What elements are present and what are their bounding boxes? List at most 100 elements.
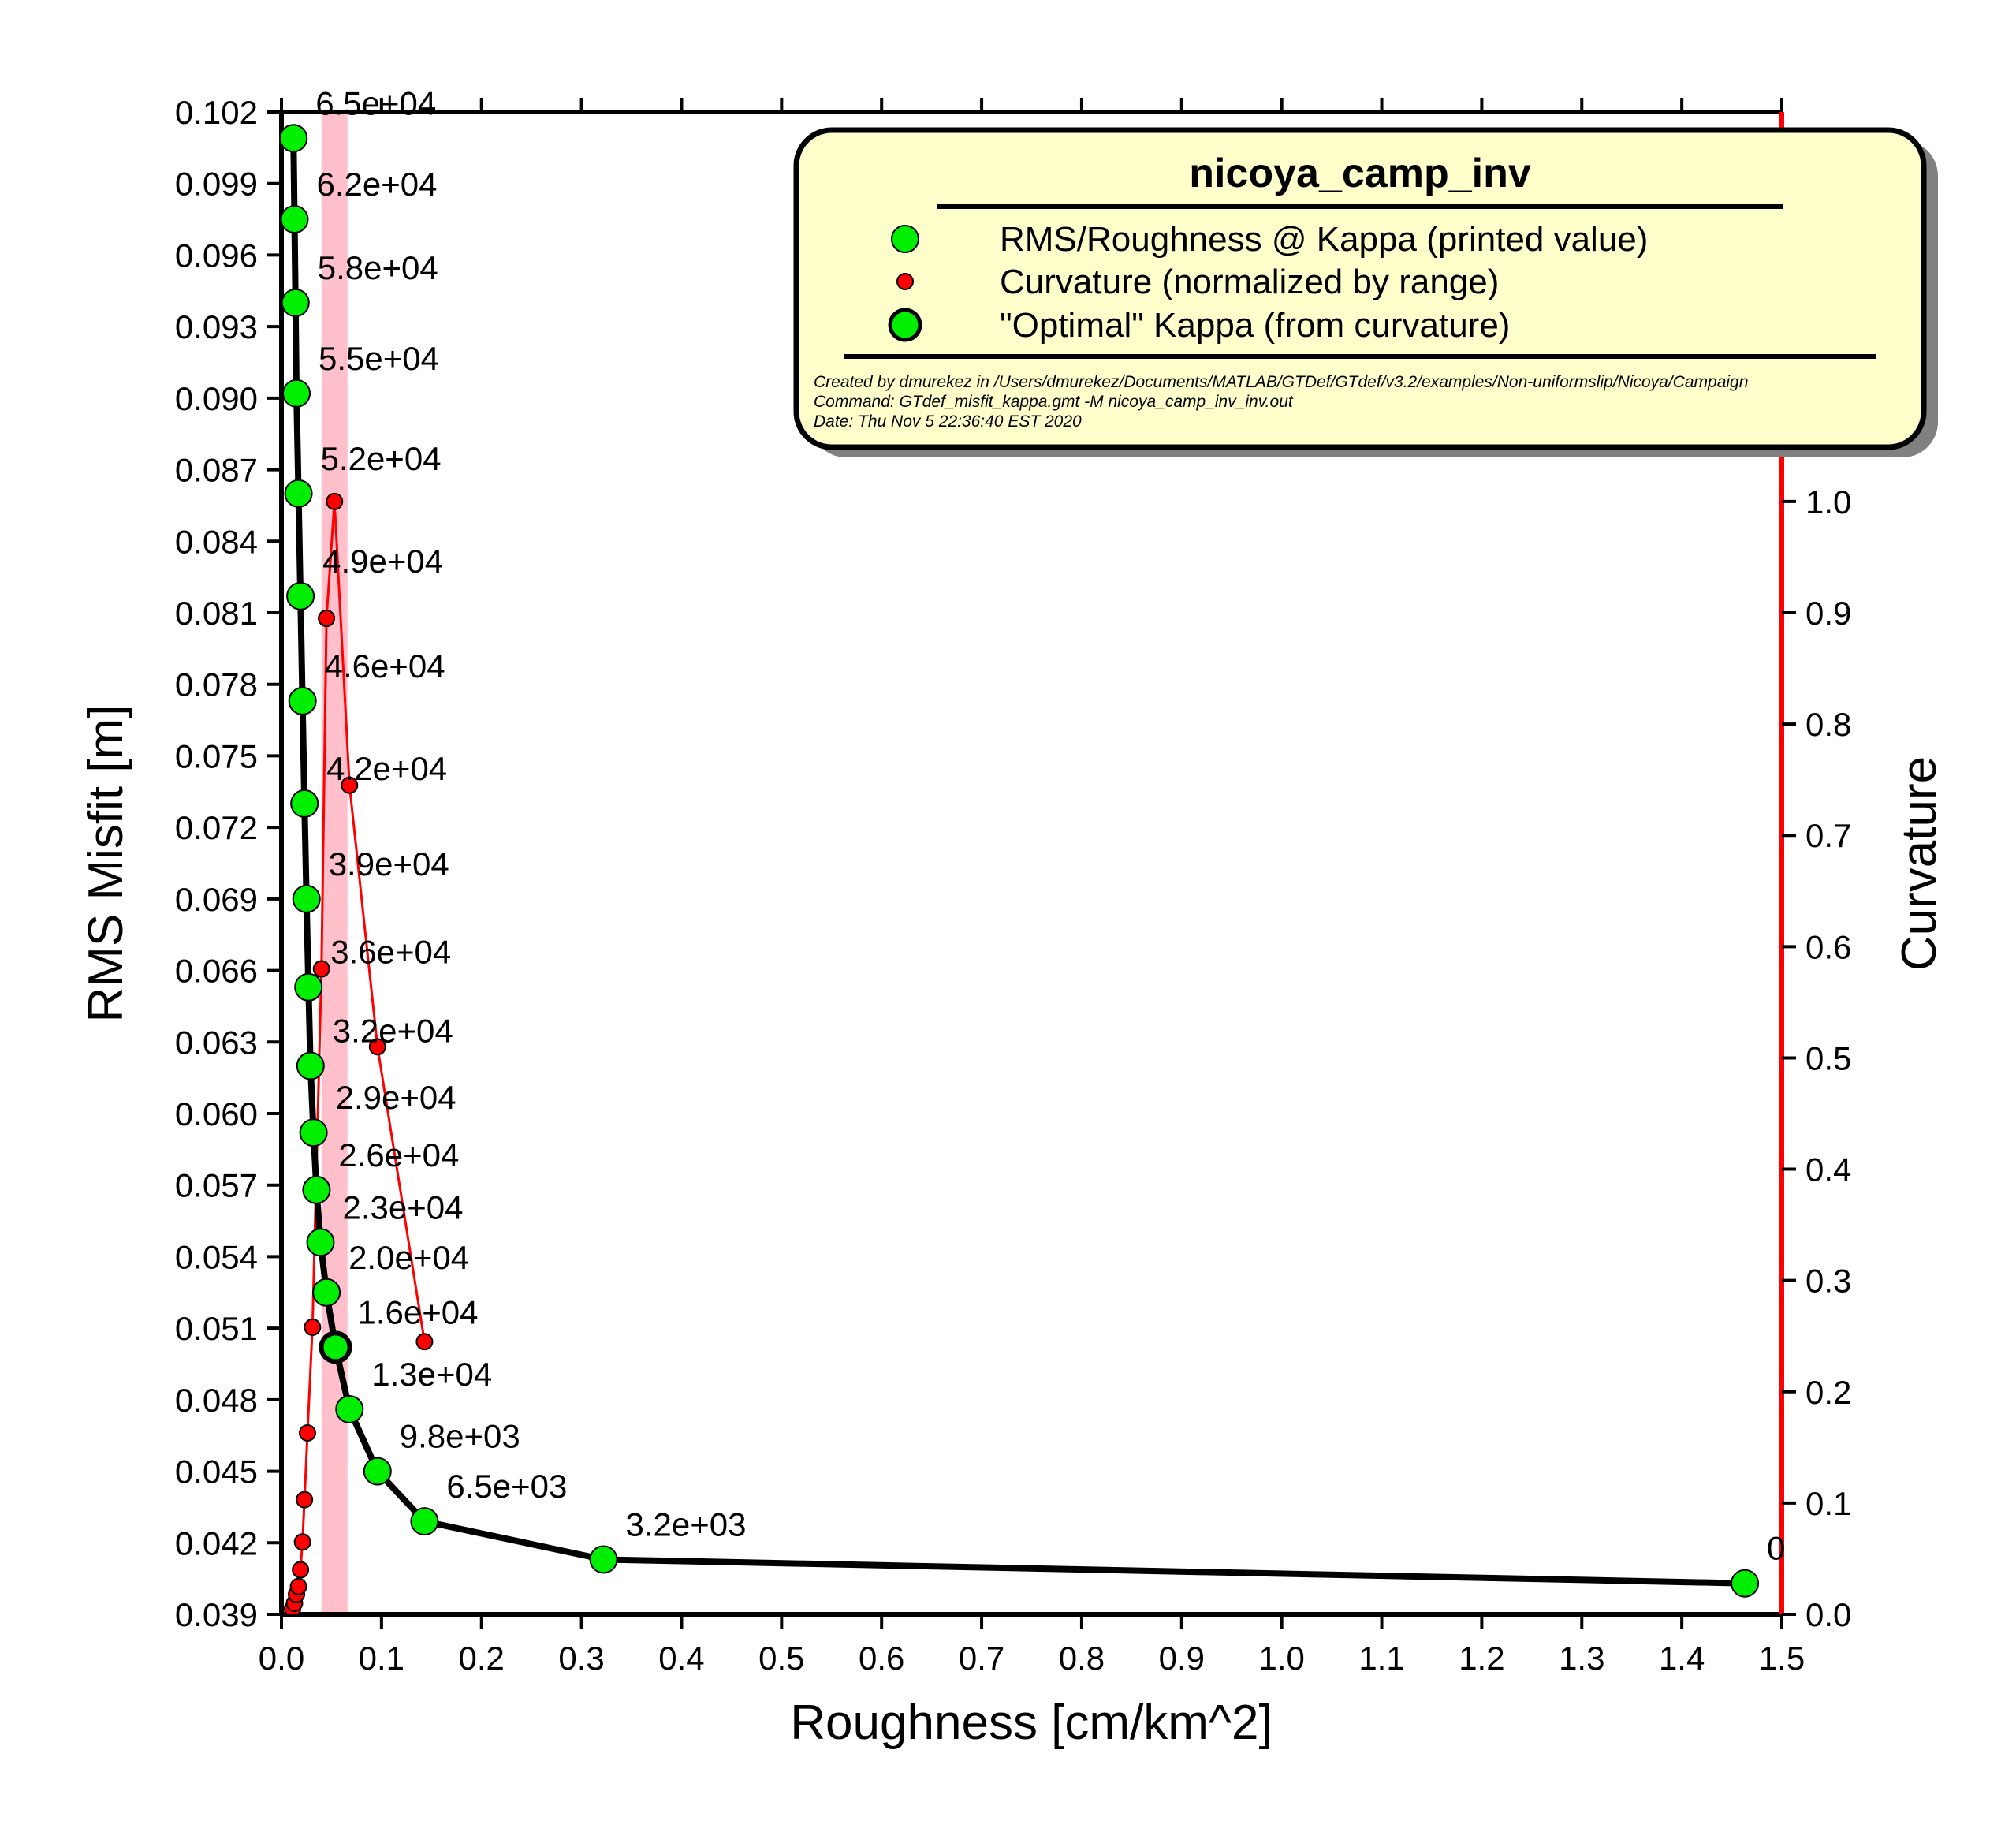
misfit-point (306, 1228, 335, 1257)
misfit-point (286, 581, 315, 610)
kappa-label: 6.2e+04 (316, 166, 437, 203)
misfit-point (335, 1394, 364, 1423)
curvature-point (318, 610, 336, 628)
y2-axis-title: Curvature (1892, 756, 1947, 971)
y-tick-label: 0.069 (175, 881, 258, 918)
curvature-point (296, 1491, 314, 1509)
misfit-point (290, 789, 319, 818)
y-tick-label: 0.060 (175, 1095, 258, 1132)
x-tick-label: 0.5 (758, 1640, 804, 1677)
curvature-point (312, 960, 330, 978)
legend-misfit-label: RMS/Roughness @ Kappa (printed value) (1000, 220, 1648, 259)
misfit-point (296, 1051, 325, 1080)
legend-curvature-marker (896, 273, 914, 290)
kappa-label: 2.9e+04 (336, 1079, 456, 1116)
misfit-point (410, 1507, 439, 1536)
x-tick-label: 0.9 (1159, 1640, 1205, 1677)
misfit-point (281, 205, 309, 234)
misfit-point (292, 884, 321, 913)
kappa-label: 3.2e+03 (626, 1506, 747, 1543)
y2-tick-label: 0.5 (1805, 1039, 1851, 1076)
x-tick-label: 0.7 (959, 1640, 1004, 1677)
kappa-label: 2.3e+04 (342, 1188, 463, 1226)
y-tick-label: 0.039 (175, 1596, 258, 1633)
y-tick-label: 0.057 (175, 1167, 258, 1204)
y-tick-label: 0.045 (175, 1453, 258, 1491)
x-tick-label: 0.0 (259, 1640, 304, 1677)
x-tick-label: 0.6 (859, 1640, 904, 1677)
kappa-label: 2.0e+04 (348, 1239, 469, 1276)
kappa-label: 3.2e+04 (333, 1013, 453, 1050)
x-tick-label: 1.0 (1258, 1640, 1304, 1677)
kappa-labels: 6.5e+04 6.2e+04 5.8e+04 5.5e+04 5.2e+04 4.9e+… (315, 84, 1785, 1566)
misfit-point (294, 972, 323, 1002)
misfit-point (1731, 1569, 1760, 1598)
x-tick-label: 0.1 (359, 1640, 404, 1677)
y-axis-title: RMS Misfit [m] (79, 705, 133, 1023)
kappa-label: 4.6e+04 (325, 647, 445, 685)
misfit-points (281, 124, 1760, 1598)
x-tick-label: 0.3 (558, 1640, 604, 1677)
kappa-label: 4.9e+04 (322, 543, 443, 580)
y-tick-label: 0.051 (175, 1310, 258, 1347)
legend-misfit-marker (891, 225, 919, 253)
kappa-label: 1.3e+04 (371, 1356, 492, 1393)
optimal-kappa-point (319, 1330, 352, 1364)
kappa-label: 6.5e+03 (446, 1468, 567, 1505)
y2-tick-label: 0.2 (1805, 1374, 1851, 1411)
y-axis-ticks: 0.039 0.042 0.045 0.048 0.051 0.054 0.057 0.060… (175, 94, 281, 1633)
kappa-label: 2.6e+04 (338, 1136, 459, 1173)
x-tick-label: 1.3 (1559, 1640, 1604, 1677)
kappa-label: 3.9e+04 (329, 845, 449, 882)
curvature-point (326, 492, 344, 510)
y2-tick-label: 0.9 (1805, 595, 1851, 632)
misfit-point (299, 1118, 328, 1147)
y-tick-label: 0.054 (175, 1238, 258, 1275)
y2-tick-label: 0.6 (1805, 928, 1851, 965)
legend-note-command: Command: GTdef_misfit_kappa.gmt -M nicoy… (814, 393, 1294, 411)
curvature-point (298, 1423, 316, 1442)
x-axis-ticks: 0.0 0.1 0.2 0.3 0.4 0.5 0.6 0.7 0.8 0.9 1.0 1.1 1.2 1… (259, 98, 1805, 1677)
y2-tick-label: 0.3 (1805, 1263, 1851, 1300)
kappa-label: 1.6e+04 (358, 1293, 479, 1330)
x-tick-label: 1.5 (1759, 1640, 1805, 1677)
misfit-point (284, 479, 313, 508)
legend-title: nicoya_camp_inv (1189, 151, 1531, 196)
x-tick-label: 0.2 (459, 1640, 505, 1677)
misfit-point (288, 686, 317, 715)
curvature-point (368, 1038, 386, 1056)
misfit-point (589, 1545, 618, 1574)
y-tick-label: 0.078 (175, 666, 258, 703)
y-tick-label: 0.048 (175, 1382, 258, 1419)
legend: nicoya_camp_inv RMS/Roughness @ Kappa (p… (793, 127, 1938, 457)
misfit-point (281, 288, 310, 317)
y-tick-label: 0.066 (175, 953, 258, 990)
legend-note-date: Date: Thu Nov 5 22:36:40 EST 2020 (814, 412, 1082, 431)
kappa-label: 9.8e+03 (400, 1418, 520, 1455)
legend-optimal-marker (888, 308, 922, 342)
kappa-label: 5.2e+04 (321, 440, 442, 477)
x-tick-label: 1.1 (1358, 1640, 1404, 1677)
misfit-point (363, 1457, 392, 1486)
misfit-point (281, 124, 308, 153)
misfit-point (282, 379, 311, 408)
curvature-point (292, 1561, 310, 1579)
y2-tick-label: 0.1 (1805, 1485, 1851, 1522)
curvature-point (341, 776, 359, 794)
y2-tick-label: 0.4 (1805, 1151, 1851, 1188)
kappa-label: 4.2e+04 (326, 750, 447, 787)
misfit-point (312, 1278, 341, 1307)
kappa-label: 6.5e+04 (315, 84, 436, 121)
curvature-point (415, 1333, 434, 1351)
legend-note-created: Created by dmurekez in /Users/dmurekez/D… (814, 373, 1748, 391)
y-tick-label: 0.042 (175, 1524, 258, 1561)
y-tick-label: 0.096 (175, 237, 258, 274)
y-tick-label: 0.075 (175, 737, 258, 774)
y-tick-label: 0.084 (175, 523, 258, 560)
y-tick-label: 0.099 (175, 166, 258, 203)
y-tick-label: 0.072 (175, 809, 258, 846)
y-tick-label: 0.063 (175, 1024, 258, 1061)
curvature-points (283, 492, 434, 1614)
kappa-label: 3.6e+04 (330, 934, 451, 971)
legend-optimal-label: "Optimal" Kappa (from curvature) (1000, 306, 1510, 345)
